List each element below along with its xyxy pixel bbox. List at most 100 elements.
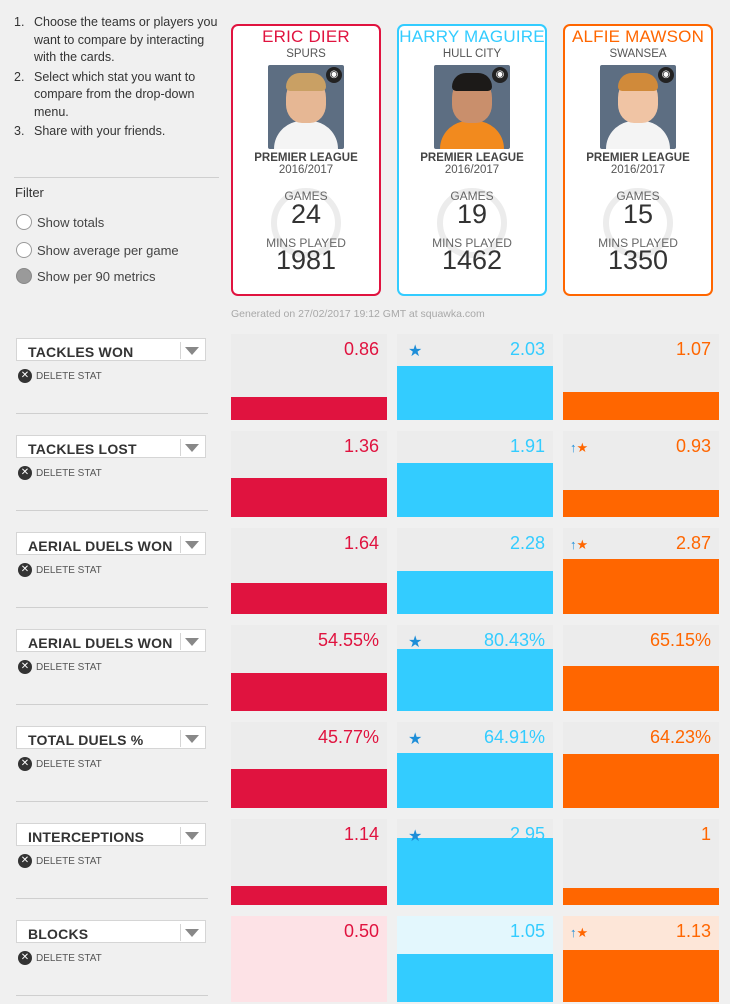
star-icon: ★ [408, 731, 423, 748]
stat-value: 0.93 [675, 436, 711, 456]
stat-value: 1.91 [509, 436, 545, 456]
close-icon[interactable]: ✕ [18, 466, 32, 480]
stat-bar [397, 838, 553, 905]
dropdown-separator [180, 536, 181, 553]
stat-value-cell: 0.50 [231, 916, 387, 1002]
mins-value: 1981 [275, 245, 337, 275]
delete-stat-button[interactable]: ✕ DELETE STAT [18, 757, 102, 771]
stat-bar [397, 571, 553, 614]
chevron-down-icon[interactable] [185, 541, 199, 549]
stat-value: 64.91% [483, 727, 545, 747]
delete-stat-label: DELETE STAT [36, 370, 102, 382]
stat-value-cell: 2.87 ↑★ [563, 528, 719, 614]
radio-button[interactable] [16, 214, 32, 230]
chevron-down-icon[interactable] [185, 444, 199, 452]
close-icon[interactable]: ✕ [18, 854, 32, 868]
filter-option-totals[interactable]: Show totals [16, 214, 104, 230]
close-icon[interactable]: ✕ [18, 757, 32, 771]
close-icon[interactable]: ✕ [18, 951, 32, 965]
chevron-down-icon[interactable] [185, 735, 199, 743]
close-icon[interactable]: ✕ [18, 369, 32, 383]
stat-dropdown[interactable]: AERIAL DUELS WON [16, 532, 206, 555]
stat-value-cell: 1.07 [563, 334, 719, 420]
stat-value: 0.86 [343, 339, 379, 359]
stat-value-cell: 54.55% [231, 625, 387, 711]
season: 2016/2017 [444, 164, 500, 176]
stat-label: TACKLES LOST [28, 441, 137, 457]
filter-option-average[interactable]: Show average per game [16, 242, 179, 258]
stat-label: INTERCEPTIONS [28, 829, 145, 845]
stat-bar [563, 754, 719, 808]
delete-stat-label: DELETE STAT [36, 758, 102, 770]
stat-dropdown[interactable]: BLOCKS [16, 920, 206, 943]
improvement-star-icon: ↑★ [570, 440, 589, 455]
chevron-down-icon[interactable] [185, 832, 199, 840]
stat-label: BLOCKS [28, 926, 89, 942]
dropdown-separator [180, 924, 181, 941]
stat-value: 80.43% [483, 630, 545, 650]
stat-value: 64.23% [649, 727, 711, 747]
radio-button[interactable] [16, 242, 32, 258]
stat-bar [563, 392, 719, 420]
stat-value: 0.50 [343, 921, 379, 941]
improvement-star-icon: ↑★ [570, 537, 589, 552]
stat-dropdown[interactable]: TACKLES WON [16, 338, 206, 361]
stat-value-cell: 64.23% [563, 722, 719, 808]
chevron-down-icon[interactable] [185, 929, 199, 937]
player-team: SWANSEA [609, 48, 667, 60]
dropdown-separator [180, 439, 181, 456]
stat-value-cell: 1.64 [231, 528, 387, 614]
radio-button-selected[interactable] [16, 268, 32, 284]
stat-value: 1.05 [509, 921, 545, 941]
stat-value-cell: 1.05 [397, 916, 553, 1002]
league-name: PREMIER LEAGUE [586, 152, 690, 164]
games-label: GAMES [616, 189, 660, 203]
league-name: PREMIER LEAGUE [254, 152, 358, 164]
games-ring [437, 188, 507, 258]
stat-dropdown[interactable]: TOTAL DUELS % [16, 726, 206, 749]
instruction-item: 1. Choose the teams or players you want t… [14, 15, 218, 64]
stat-value-cell: 1.14 [231, 819, 387, 905]
dropdown-separator [180, 827, 181, 844]
stat-bar [397, 954, 553, 1002]
stat-value-cell: 45.77% [231, 722, 387, 808]
delete-stat-button[interactable]: ✕ DELETE STAT [18, 854, 102, 868]
stat-bar [563, 888, 719, 905]
chevron-down-icon[interactable] [185, 638, 199, 646]
stat-label: AERIAL DUELS WON [28, 538, 173, 554]
stat-value: 54.55% [317, 630, 379, 650]
player-card[interactable]: HARRY MAGUIRE HULL CITY ◉ PREMIER LEAGUE 201… [397, 24, 547, 296]
stat-dropdown[interactable]: INTERCEPTIONS [16, 823, 206, 846]
row-divider [16, 510, 208, 511]
stat-dropdown[interactable]: TACKLES LOST [16, 435, 206, 458]
stat-value-cell: 1.91 [397, 431, 553, 517]
delete-stat-button[interactable]: ✕ DELETE STAT [18, 466, 102, 480]
delete-stat-label: DELETE STAT [36, 661, 102, 673]
stat-label: TOTAL DUELS % [28, 732, 144, 748]
stat-value: 1.14 [343, 824, 379, 844]
stat-label: AERIAL DUELS WON [28, 635, 173, 651]
player-card[interactable]: ALFIE MAWSON SWANSEA ◉ PREMIER LEAGUE 2016/2… [563, 24, 713, 296]
delete-stat-button[interactable]: ✕ DELETE STAT [18, 660, 102, 674]
games-ring [603, 188, 673, 258]
stat-value-cell: 80.43% ★ [397, 625, 553, 711]
stat-value-cell: 0.86 [231, 334, 387, 420]
chevron-down-icon[interactable] [185, 347, 199, 355]
stat-bar [397, 463, 553, 517]
stat-bar [397, 649, 553, 711]
filter-option-per90[interactable]: Show per 90 metrics [16, 268, 156, 284]
close-icon[interactable]: ✕ [18, 660, 32, 674]
delete-stat-button[interactable]: ✕ DELETE STAT [18, 563, 102, 577]
games-ring [271, 188, 341, 258]
stat-dropdown[interactable]: AERIAL DUELS WON [16, 629, 206, 652]
club-badge-icon: ◉ [658, 67, 674, 83]
star-icon: ★ [408, 634, 423, 651]
player-name: ERIC DIER [262, 27, 350, 46]
player-photo: ◉ [268, 65, 344, 149]
delete-stat-button[interactable]: ✕ DELETE STAT [18, 951, 102, 965]
club-badge-icon: ◉ [492, 67, 508, 83]
season: 2016/2017 [610, 164, 666, 176]
close-icon[interactable]: ✕ [18, 563, 32, 577]
player-card[interactable]: ERIC DIER SPURS ◉ PREMIER LEAGUE 2016/2017 GA… [231, 24, 381, 296]
delete-stat-button[interactable]: ✕ DELETE STAT [18, 369, 102, 383]
